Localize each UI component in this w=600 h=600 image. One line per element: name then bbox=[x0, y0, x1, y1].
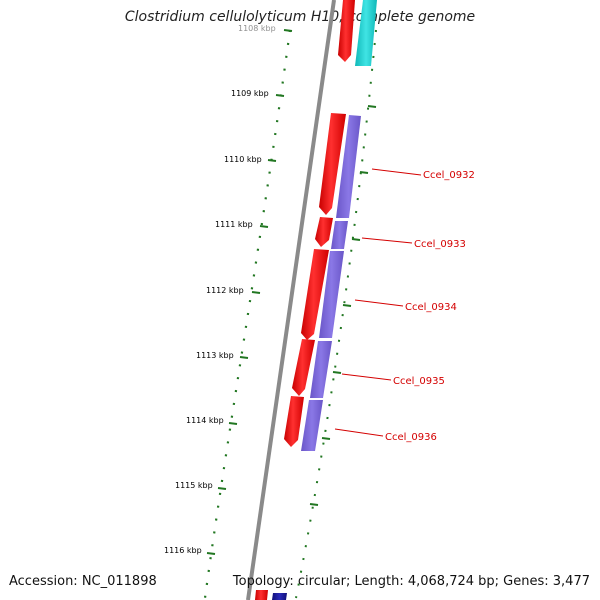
leader-line bbox=[361, 237, 413, 244]
tick-mark bbox=[217, 487, 227, 490]
feature-tick bbox=[359, 171, 369, 174]
tick-mark bbox=[275, 94, 285, 97]
gene-arrow-forward[interactable] bbox=[301, 249, 329, 340]
tick-label: 1110 kbp bbox=[224, 155, 262, 164]
gene-labels: Ccel_0932 Ccel_0933 Ccel_0934 Ccel_0935 … bbox=[385, 170, 475, 443]
tick-label: 1112 kbp bbox=[206, 286, 244, 295]
gene-label-ccel-0933[interactable]: Ccel_0933 bbox=[414, 239, 466, 250]
tick-label: 1111 kbp bbox=[215, 220, 253, 229]
inner-scale-track bbox=[203, 29, 292, 599]
tick-label: 1113 kbp bbox=[196, 351, 234, 360]
gene-arrow-forward[interactable] bbox=[338, 0, 355, 62]
genome-summary-text: Topology: circular; Length: 4,068,724 bp… bbox=[232, 574, 590, 589]
tick-mark bbox=[259, 225, 269, 228]
outer-feature-track bbox=[295, 29, 377, 599]
tick-label: 1108 kbp bbox=[238, 24, 276, 33]
feature-tick bbox=[332, 371, 342, 374]
tick-mark bbox=[267, 159, 277, 162]
tick-mark bbox=[206, 552, 216, 555]
tick-mark bbox=[228, 422, 238, 425]
gene-arrow-reverse[interactable] bbox=[310, 341, 332, 398]
accession-text: Accession: NC_011898 bbox=[9, 574, 157, 589]
gene-label-ccel-0935[interactable]: Ccel_0935 bbox=[393, 376, 445, 387]
leader-line bbox=[371, 168, 422, 176]
tick-mark bbox=[283, 29, 293, 32]
map-title: Clostridium cellulolyticum H10, complete… bbox=[124, 9, 476, 25]
leader-line bbox=[354, 299, 404, 307]
gene-arrow-reverse[interactable] bbox=[331, 221, 348, 249]
gene-arrow-reverse[interactable] bbox=[336, 115, 361, 218]
leader-line bbox=[334, 428, 384, 437]
gene-label-ccel-0932[interactable]: Ccel_0932 bbox=[423, 170, 475, 181]
tick-label: 1115 kbp bbox=[175, 481, 213, 490]
genome-backbone bbox=[246, 0, 336, 600]
feature-tick bbox=[367, 105, 377, 108]
gene-leader-lines bbox=[334, 168, 422, 437]
gene-arrow-forward[interactable] bbox=[284, 396, 304, 447]
gene-arrow-forward[interactable] bbox=[292, 339, 315, 396]
gene-label-ccel-0936[interactable]: Ccel_0936 bbox=[385, 432, 437, 443]
tick-label: 1114 kbp bbox=[186, 416, 224, 425]
tick-label: 1116 kbp bbox=[164, 546, 202, 555]
leader-line bbox=[341, 373, 392, 381]
gene-arrow-reverse[interactable] bbox=[301, 400, 323, 451]
gene-arrow-forward[interactable] bbox=[319, 113, 346, 215]
scale-tick-labels: 1108 kbp 1109 kbp 1110 kbp 1111 kbp 1112… bbox=[164, 24, 276, 555]
gene-label-ccel-0934[interactable]: Ccel_0934 bbox=[405, 302, 457, 313]
tick-mark bbox=[251, 291, 261, 294]
gene-arrow-forward[interactable] bbox=[315, 217, 333, 247]
gene-arrow-forward[interactable] bbox=[255, 590, 268, 600]
feature-tick bbox=[309, 503, 319, 506]
gene-arrow-other[interactable] bbox=[272, 593, 287, 600]
feature-tick bbox=[342, 304, 352, 307]
scale-ticks bbox=[206, 29, 293, 555]
tick-mark bbox=[239, 356, 249, 359]
feature-tick bbox=[321, 437, 331, 440]
tick-label: 1109 kbp bbox=[231, 89, 269, 98]
gene-arrow-other[interactable] bbox=[355, 0, 377, 66]
gene-arrow-reverse[interactable] bbox=[319, 251, 344, 338]
feature-tick bbox=[351, 238, 361, 241]
feature-ticks bbox=[309, 105, 377, 506]
